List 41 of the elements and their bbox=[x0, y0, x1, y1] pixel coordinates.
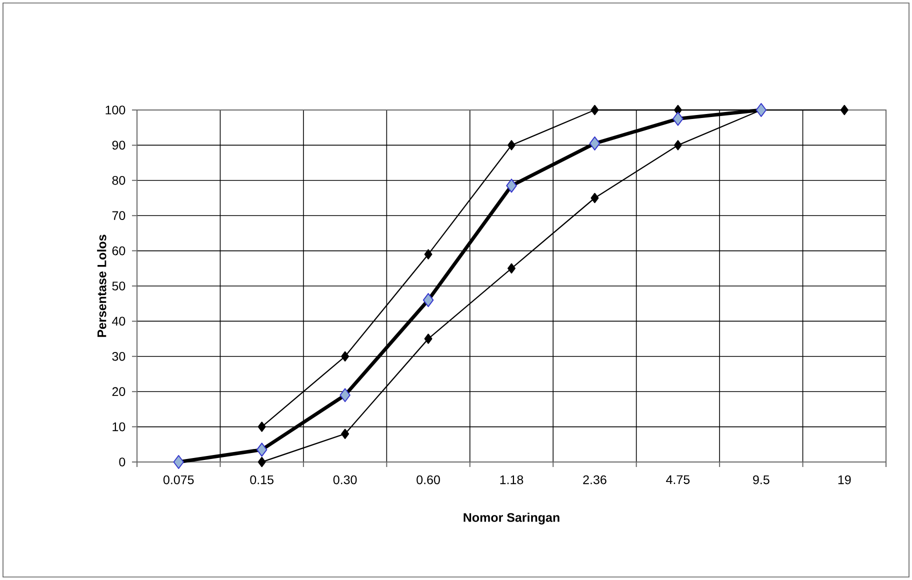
point bbox=[422, 293, 434, 308]
point bbox=[256, 442, 268, 457]
point bbox=[258, 422, 266, 432]
y-tick-label: 90 bbox=[112, 140, 126, 150]
y-tick-label: 40 bbox=[112, 316, 126, 326]
point bbox=[424, 249, 432, 260]
x-tick-label: 1.18 bbox=[500, 475, 524, 484]
point bbox=[672, 112, 684, 126]
point bbox=[173, 455, 184, 469]
y-tick-label: 20 bbox=[112, 387, 126, 396]
x-tick-label: 0.15 bbox=[250, 475, 274, 484]
point bbox=[840, 104, 848, 116]
point bbox=[424, 334, 432, 344]
point bbox=[589, 136, 600, 150]
x-axis-title: Nomor Saringan bbox=[464, 512, 560, 524]
point bbox=[258, 456, 266, 468]
y-tick-label: 0 bbox=[119, 458, 126, 466]
y-tick-label: 70 bbox=[112, 211, 126, 220]
y-tick-label: 80 bbox=[112, 176, 126, 185]
x-tick-label: 19 bbox=[838, 475, 851, 484]
x-tick-label: 2.36 bbox=[583, 475, 606, 484]
y-axis-title: Persentase Lolos bbox=[97, 234, 106, 337]
y-tick-label: 60 bbox=[112, 246, 126, 256]
x-tick-label: 0.30 bbox=[333, 475, 357, 484]
point bbox=[341, 351, 350, 362]
point bbox=[340, 388, 350, 402]
x-tick-label: 0.60 bbox=[416, 475, 440, 484]
point bbox=[508, 263, 516, 274]
y-tick-label: 10 bbox=[112, 422, 126, 432]
point bbox=[590, 104, 599, 116]
point bbox=[506, 178, 517, 193]
point bbox=[590, 192, 599, 204]
x-tick-label: 4.75 bbox=[666, 475, 690, 484]
x-tick-label: 9.5 bbox=[753, 475, 770, 484]
y-tick-label: 30 bbox=[112, 352, 126, 361]
x-tick-label: 0.075 bbox=[163, 475, 194, 484]
y-tick-label: 50 bbox=[112, 282, 126, 290]
y-tick-label: 100 bbox=[106, 106, 126, 114]
point bbox=[674, 140, 682, 150]
point bbox=[508, 140, 516, 150]
point bbox=[341, 428, 350, 439]
